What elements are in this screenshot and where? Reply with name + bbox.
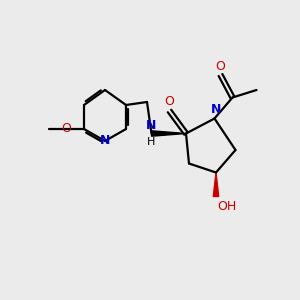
- Text: O: O: [165, 95, 174, 108]
- Polygon shape: [213, 172, 219, 197]
- Text: OH: OH: [218, 200, 237, 213]
- Text: H: H: [147, 137, 156, 147]
- Text: N: N: [211, 103, 221, 116]
- Polygon shape: [152, 131, 186, 136]
- Text: N: N: [100, 134, 110, 148]
- Text: N: N: [146, 119, 157, 132]
- Text: O: O: [61, 122, 71, 136]
- Text: O: O: [216, 60, 225, 73]
